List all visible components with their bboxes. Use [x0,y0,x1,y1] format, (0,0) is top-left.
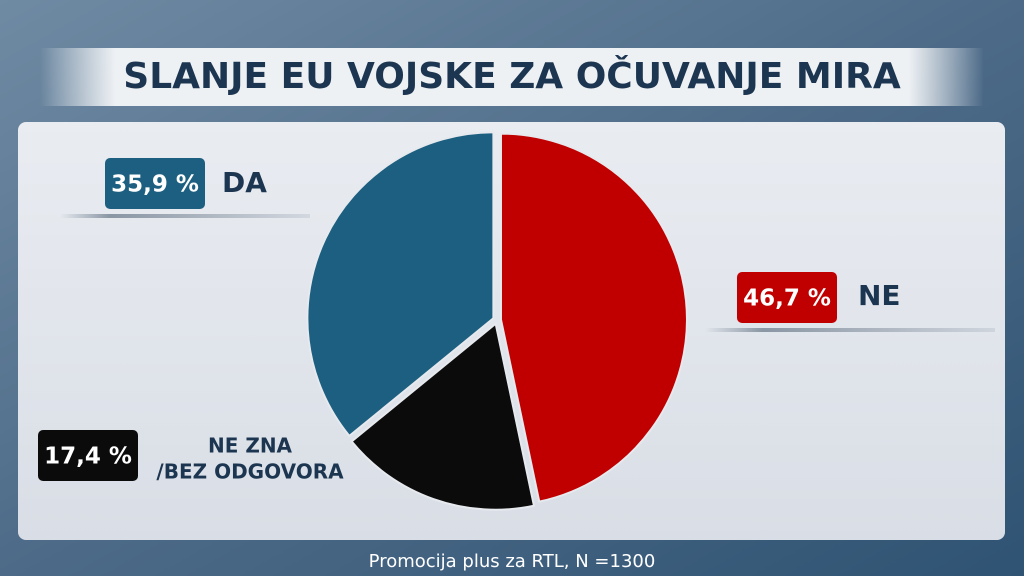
source-note: Promocija plus za RTL, N =1300 [369,551,656,572]
label-underline [60,214,310,218]
value-label-box [737,272,837,323]
category-label: NE [858,279,901,312]
pie [306,131,688,511]
chart-title: SLANJE EU VOJSKE ZA OČUVANJE MIRA [123,55,901,97]
label-underline [705,328,995,332]
pie-slice [350,321,536,511]
category-label: NE ZNA [208,434,293,458]
pie-slice [306,131,495,438]
value-label-box [38,430,138,481]
category-label: DA [222,166,267,199]
value-label: 17,4 % [44,444,132,470]
value-label: 46,7 % [743,286,831,312]
title-band [40,48,984,106]
value-label: 35,9 % [111,172,199,198]
labels: 46,7 % NE 17,4 % NE ZNA/BEZ ODGOVORA 35,9 % D… [38,158,901,484]
value-label-box [105,158,205,209]
pie-slice [499,132,688,503]
category-label: /BEZ ODGOVORA [156,460,344,484]
